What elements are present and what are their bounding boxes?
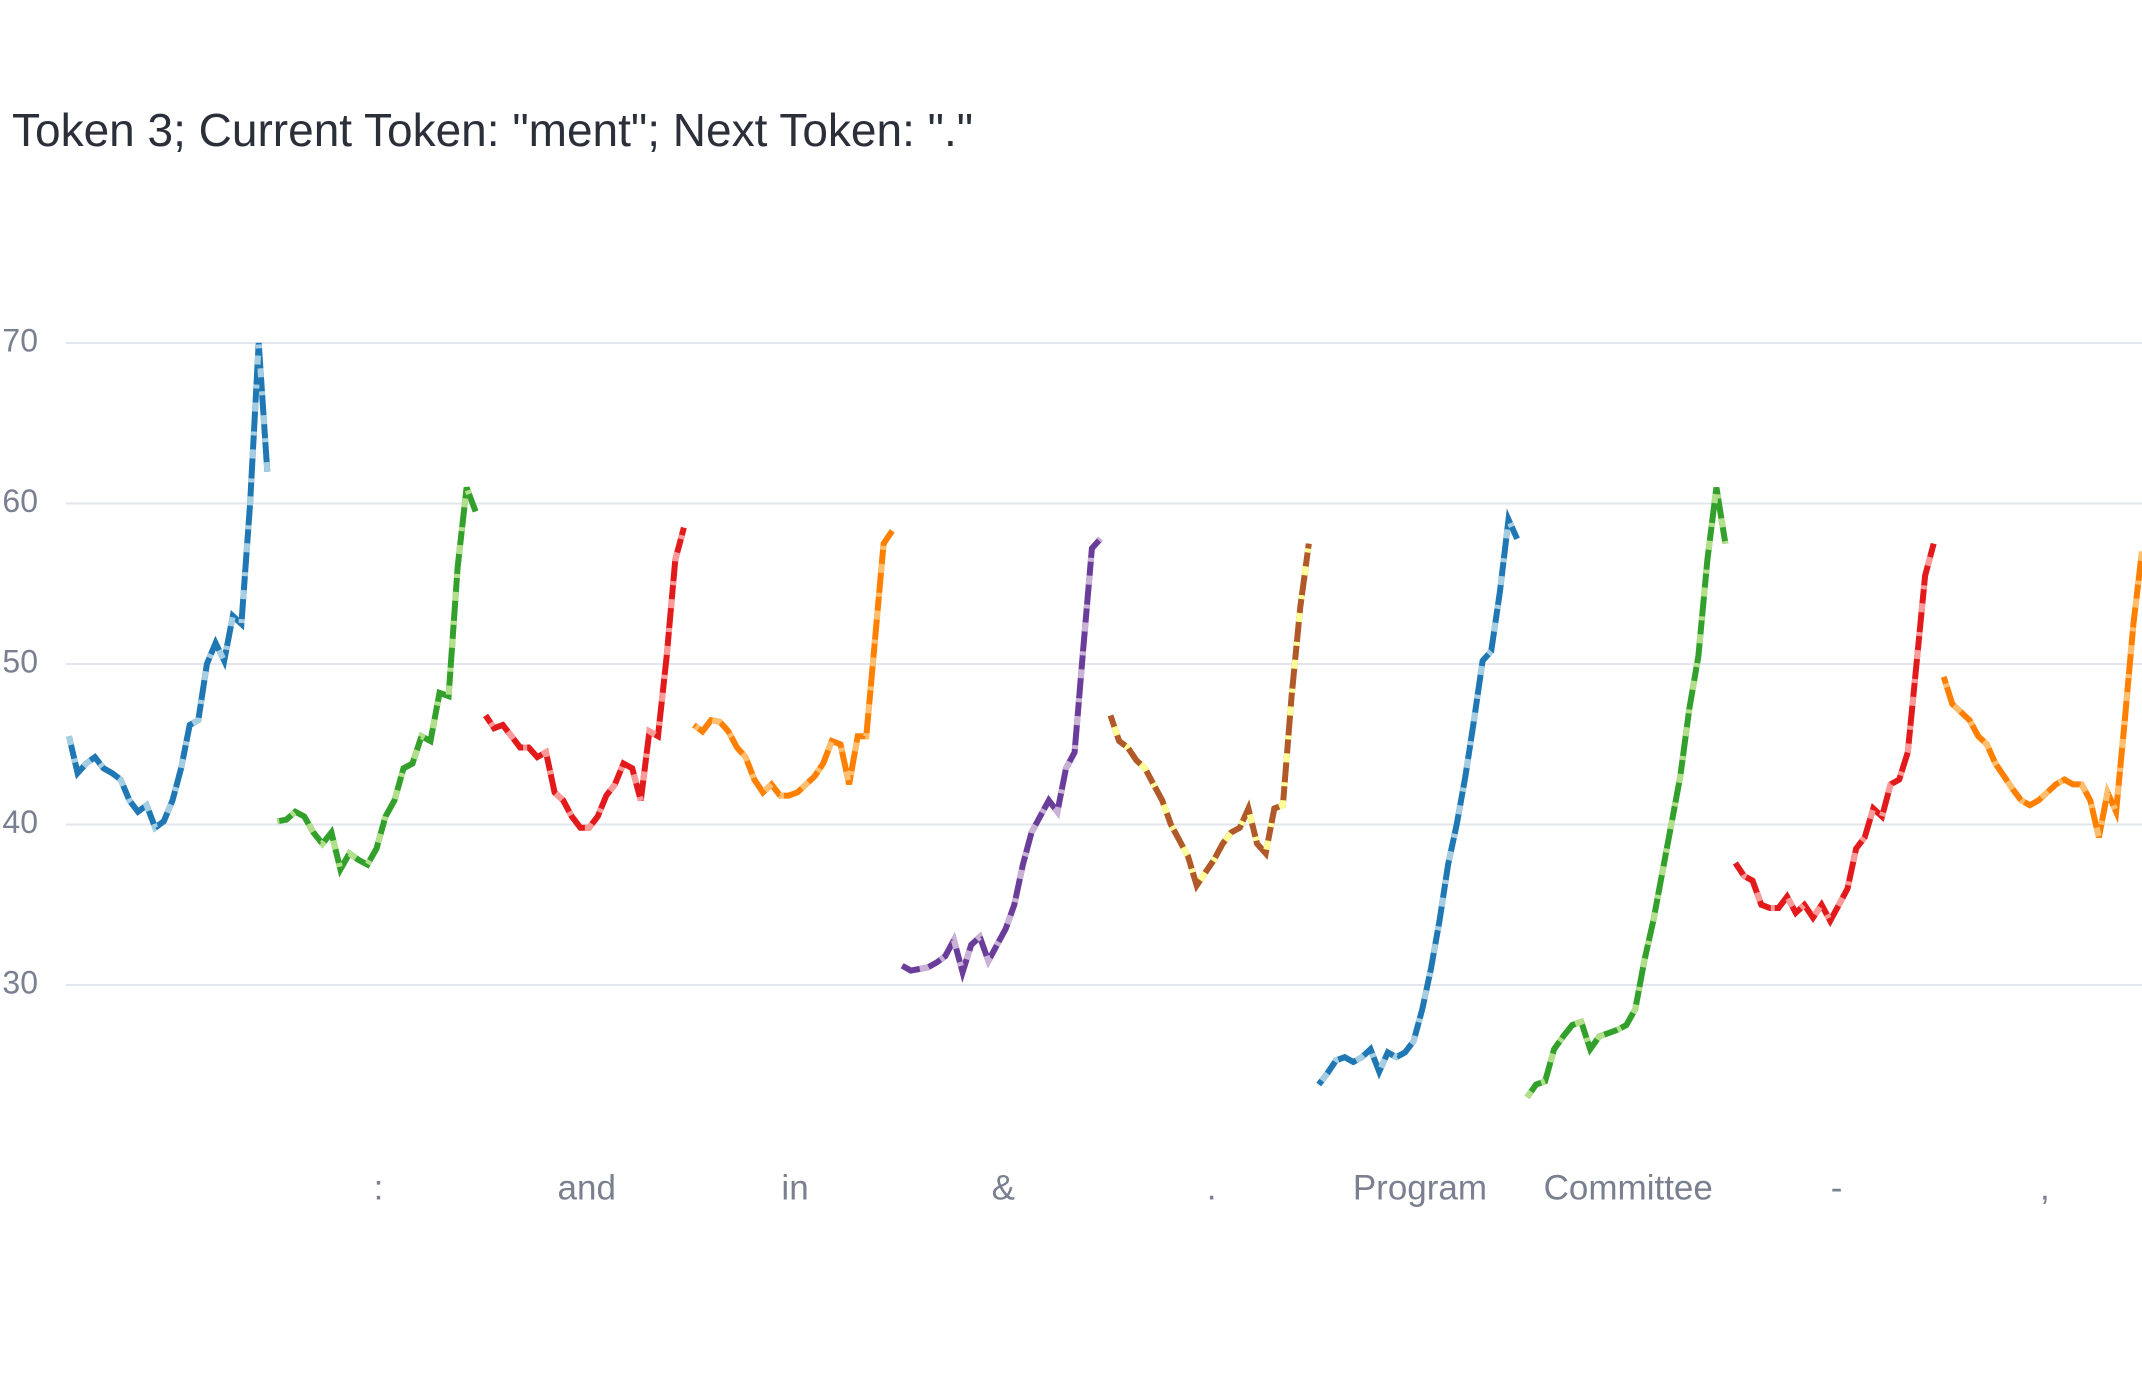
y-tick-label: 70 — [2, 322, 38, 358]
series-line-shade — [1732, 542, 1937, 928]
series-line-shade — [276, 486, 479, 878]
x-tick-label: Committee — [1544, 1168, 1713, 1207]
x-tick-label: & — [992, 1168, 1015, 1207]
series-line — [1316, 508, 1520, 1087]
x-tick-label: : — [374, 1168, 384, 1207]
x-tick-label: - — [1831, 1168, 1843, 1207]
plot-area — [66, 342, 2142, 1100]
grid: 30 40 50 60 70: and in &. Program Committee -, — [2, 322, 2142, 1207]
series-line — [900, 536, 1103, 983]
series-line-shade — [1940, 551, 2142, 838]
series-line-shade — [483, 526, 687, 831]
series-line — [276, 486, 479, 878]
x-tick-label: Program — [1353, 1168, 1487, 1207]
series-line-shade — [900, 536, 1103, 983]
series-line-shade — [1107, 543, 1312, 893]
y-tick-label: 60 — [2, 483, 38, 519]
x-tick-label: , — [2040, 1168, 2050, 1207]
series-line-shade — [1524, 487, 1729, 1100]
x-tick-label: in — [781, 1168, 808, 1207]
x-tick-label: and — [558, 1168, 616, 1207]
series-line — [692, 529, 895, 799]
series-line — [1107, 543, 1312, 893]
series-line — [483, 526, 687, 831]
y-tick-label: 40 — [2, 804, 38, 840]
series-line-shade — [66, 342, 271, 833]
y-tick-label: 30 — [2, 964, 38, 1000]
chart-title: Token 3; Current Token: "ment"; Next Tok… — [12, 104, 973, 156]
series-line — [66, 342, 271, 833]
x-tick-label: . — [1207, 1168, 1217, 1207]
y-tick-label: 50 — [2, 643, 38, 679]
series-line — [1732, 542, 1937, 928]
series-line — [1524, 487, 1729, 1100]
series-line-shade — [1316, 508, 1520, 1087]
